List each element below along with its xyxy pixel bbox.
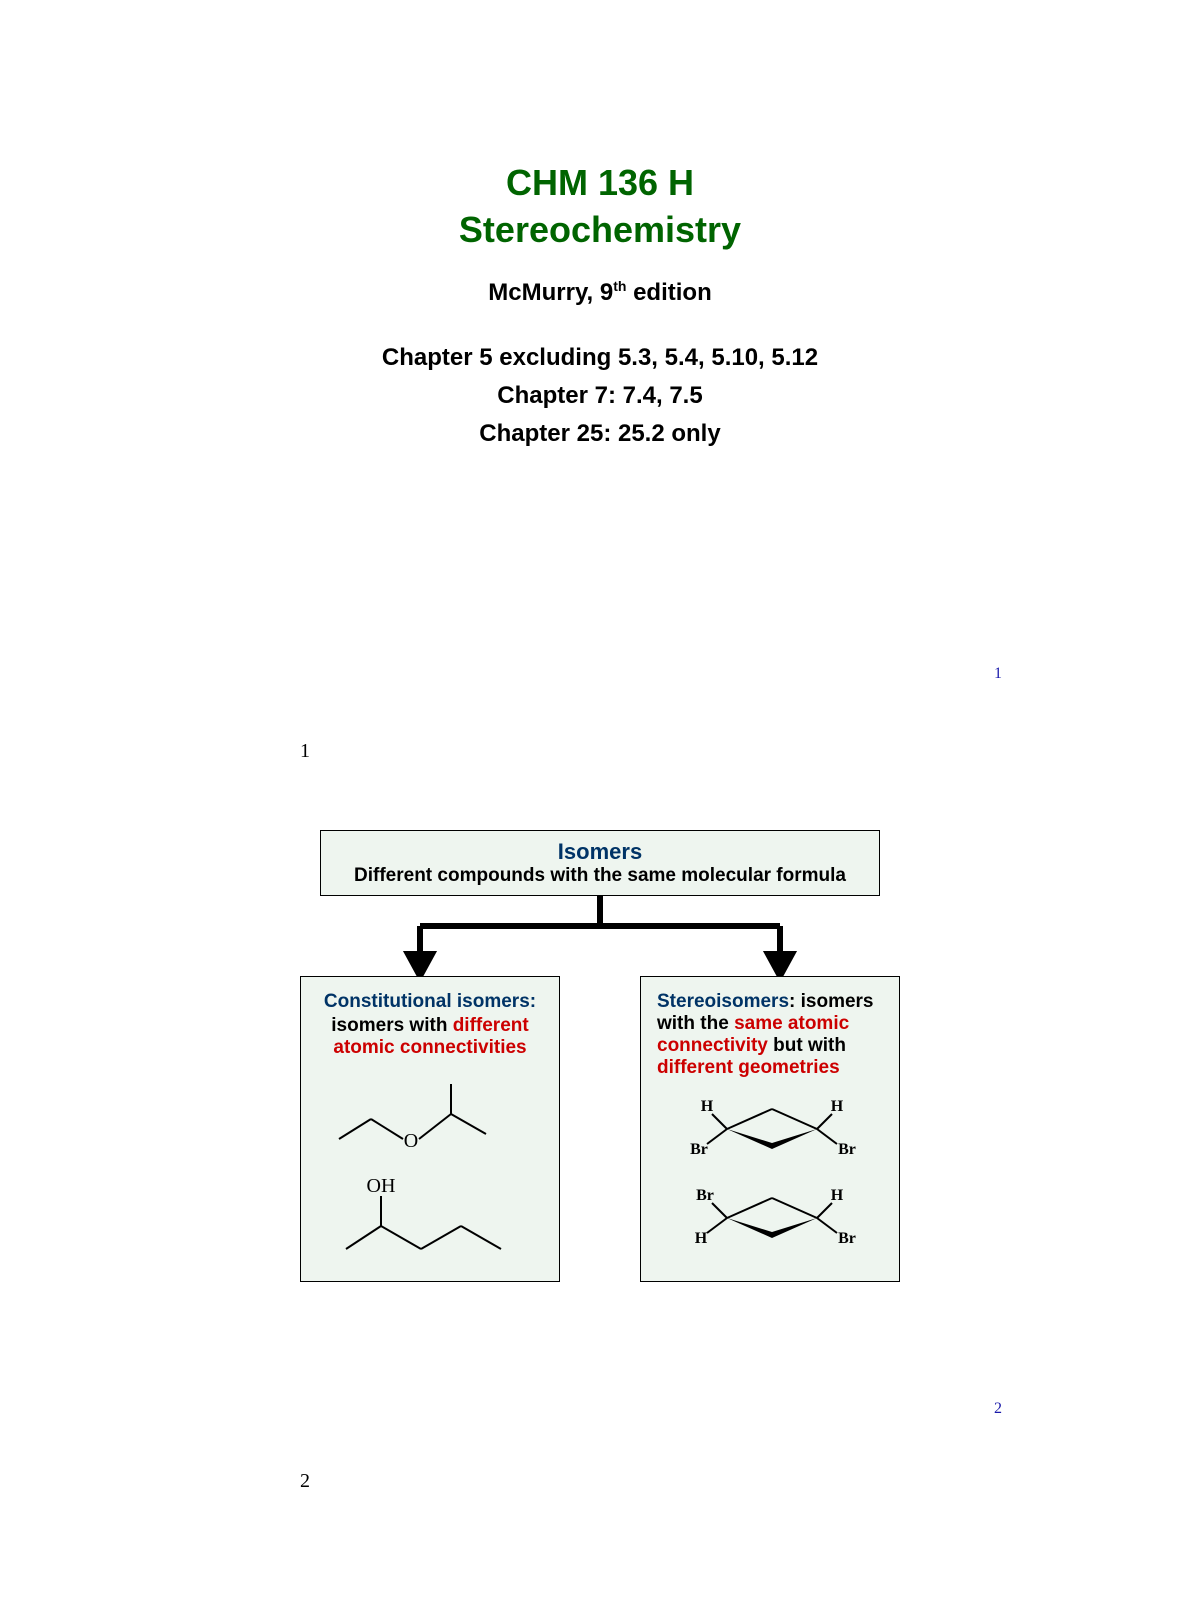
chapter-list: Chapter 5 excluding 5.3, 5.4, 5.10, 5.12… xyxy=(0,339,1200,454)
slide-1: CHM 136 H Stereochemistry McMurry, 9th e… xyxy=(0,160,1200,454)
subtitle-sup: th xyxy=(613,278,626,294)
stereo-text2: but with xyxy=(768,1035,846,1056)
h-label: H xyxy=(831,1098,844,1115)
slide-number-2: 2 xyxy=(994,1400,1002,1418)
h-label: H xyxy=(831,1187,844,1204)
h-label: H xyxy=(695,1230,708,1247)
stereo-title: Stereoisomers xyxy=(657,991,789,1012)
stereo-body: Stereoisomers: isomers with the same ato… xyxy=(657,991,883,1079)
chapter-line-2: Chapter 7: 7.4, 7.5 xyxy=(0,377,1200,415)
isomers-title: Isomers xyxy=(335,839,865,865)
isomers-box: Isomers Different compounds with the sam… xyxy=(320,830,880,896)
const-text1: isomers with xyxy=(331,1015,452,1036)
stereo-red2: different geometries xyxy=(657,1057,840,1078)
isomers-desc: Different compounds with the same molecu… xyxy=(335,865,865,887)
title-line-2: Stereochemistry xyxy=(0,207,1200,254)
stereo-sep: : xyxy=(789,991,801,1012)
title-line-1: CHM 136 H xyxy=(0,160,1200,207)
br-label: Br xyxy=(696,1187,714,1204)
br-label: Br xyxy=(690,1141,708,1158)
course-title: CHM 136 H Stereochemistry xyxy=(0,160,1200,254)
handout-page-number-1: 1 xyxy=(300,740,310,763)
stereoisomers-box: Stereoisomers: isomers with the same ato… xyxy=(640,976,900,1282)
chapter-line-3: Chapter 25: 25.2 only xyxy=(0,415,1200,453)
br-label: Br xyxy=(838,1230,856,1247)
chapter-line-1: Chapter 5 excluding 5.3, 5.4, 5.10, 5.12 xyxy=(0,339,1200,377)
molecule-cyclobutane-trans: Br H H Br xyxy=(657,1178,887,1263)
constitutional-body: isomers with different atomic connectivi… xyxy=(321,1015,539,1059)
br-label: Br xyxy=(838,1141,856,1158)
h-label: H xyxy=(701,1098,714,1115)
subtitle-suffix: edition xyxy=(626,279,711,306)
constitutional-isomers-box: Constitutional isomers: isomers with dif… xyxy=(300,976,560,1282)
hydroxyl-label: OH xyxy=(367,1175,396,1197)
molecule-cyclobutane-cis: H H Br Br xyxy=(657,1089,887,1174)
tree-connector-diagram xyxy=(320,896,880,976)
subtitle-prefix: McMurry, 9 xyxy=(488,279,613,306)
handout-page-number-2: 2 xyxy=(300,1470,310,1493)
textbook-subtitle: McMurry, 9th edition xyxy=(0,278,1200,307)
oxygen-label: O xyxy=(404,1130,418,1152)
constitutional-text: Constitutional isomers: isomers with dif… xyxy=(321,991,539,1059)
constitutional-title: Constitutional isomers: xyxy=(324,991,536,1012)
slide-2: Isomers Different compounds with the sam… xyxy=(300,830,900,1282)
molecule-ether: O xyxy=(321,1069,531,1159)
molecule-alcohol: OH xyxy=(321,1174,531,1264)
isomer-children-row: Constitutional isomers: isomers with dif… xyxy=(300,976,900,1282)
slide-number-1: 1 xyxy=(994,665,1002,683)
